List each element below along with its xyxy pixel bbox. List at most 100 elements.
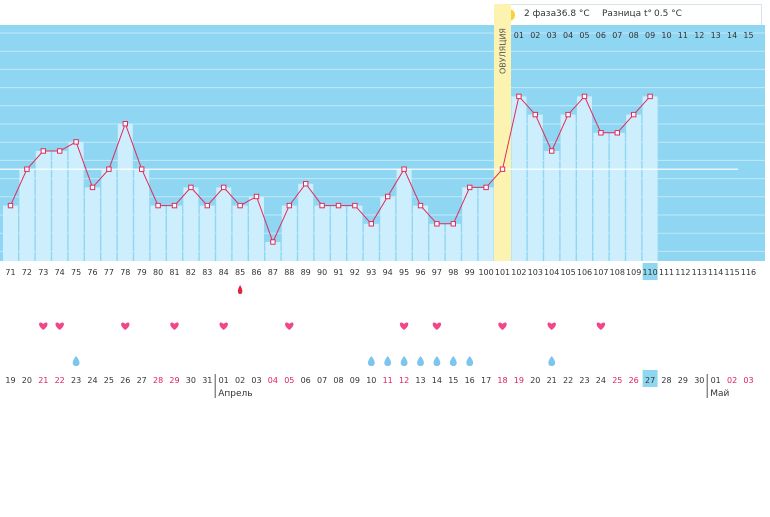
cycle-day-label: 77 <box>104 268 114 277</box>
heart-icon <box>285 322 294 330</box>
date-label: 18 <box>497 376 507 385</box>
heart-icon <box>55 322 64 330</box>
date-label: 01 <box>711 376 721 385</box>
temperature-point <box>270 239 276 245</box>
temperature-point <box>319 202 325 209</box>
temperature-column <box>117 123 133 261</box>
temperature-column <box>511 96 527 262</box>
temperature-column <box>380 196 396 261</box>
drop-icon <box>449 356 457 366</box>
temperature-column <box>167 205 182 261</box>
date-label: 08 <box>333 376 343 385</box>
date-label: 31 <box>202 376 212 385</box>
temperature-column <box>68 141 84 261</box>
temperature-point <box>647 93 653 100</box>
upper-day-label: 09 <box>645 31 655 40</box>
date-label: 17 <box>481 376 491 385</box>
temperature-column <box>216 187 232 261</box>
temperature-column <box>265 242 281 261</box>
date-label: 03 <box>743 376 753 385</box>
cycle-day-label: 104 <box>544 268 559 277</box>
cycle-day-label: 114 <box>708 268 723 277</box>
upper-day-label: 11 <box>678 31 688 40</box>
heart-icon <box>121 322 130 330</box>
temperature-column <box>462 187 478 261</box>
temperature-point <box>24 166 30 172</box>
cycle-day-label: 80 <box>153 268 163 277</box>
temperature-point <box>171 202 178 209</box>
ovulation-column <box>494 4 511 261</box>
cycle-day-label: 100 <box>478 268 493 277</box>
temperature-column <box>150 205 166 261</box>
temperature-column <box>35 151 51 261</box>
cycle-day-label: 116 <box>741 268 756 277</box>
temperature-column <box>642 96 658 262</box>
temperature-point <box>385 193 391 200</box>
date-label: 12 <box>399 376 409 385</box>
date-label: 19 <box>5 376 15 385</box>
temperature-column <box>609 132 625 261</box>
date-label: 20 <box>22 376 32 385</box>
drop-icon <box>367 356 375 366</box>
temperature-column <box>249 196 264 261</box>
temperature-point <box>565 111 571 118</box>
cycle-day-label: 103 <box>528 268 543 277</box>
temperature-column <box>347 205 363 261</box>
temperature-point <box>106 166 112 172</box>
cycle-day-label: 75 <box>71 268 81 277</box>
cycle-day-label: 96 <box>415 268 425 277</box>
temperature-column <box>413 205 428 261</box>
cycle-day-label: 83 <box>202 268 212 277</box>
temperature-column <box>527 114 543 261</box>
diff-value: 0.5 °C <box>654 9 682 19</box>
temperature-point <box>188 184 194 191</box>
upper-day-label: 13 <box>711 31 721 40</box>
cycle-day-label: 91 <box>333 268 343 277</box>
date-label: 16 <box>465 376 475 385</box>
month-label: Май <box>710 389 729 399</box>
today-cycle-cell <box>642 263 658 280</box>
temperature-column <box>331 205 346 261</box>
temperature-point <box>139 166 145 172</box>
temperature-column <box>19 169 35 261</box>
date-label: 11 <box>383 376 393 385</box>
date-label: 25 <box>612 376 622 385</box>
temperature-column <box>396 169 412 261</box>
cycle-day-label: 93 <box>366 268 376 277</box>
cycle-day-label: 97 <box>432 268 442 277</box>
temperature-point <box>204 202 211 209</box>
date-label: 14 <box>432 376 442 385</box>
temperature-point <box>303 181 309 187</box>
phase-temp: 36.8 °C <box>556 9 590 19</box>
temperature-point <box>499 166 506 172</box>
upper-day-label: 10 <box>661 31 671 40</box>
heart-icon <box>432 322 442 330</box>
date-label: 10 <box>366 376 376 385</box>
upper-day-label: 06 <box>596 31 606 40</box>
cycle-day-label: 84 <box>219 268 229 277</box>
temperature-point <box>122 121 128 127</box>
ovulation-label: ОВУЛЯЦИЯ <box>499 28 508 74</box>
date-label: 28 <box>661 376 671 385</box>
temperature-point <box>40 148 46 154</box>
heart-icon <box>170 322 179 330</box>
temperature-column <box>232 205 248 261</box>
date-label: 09 <box>350 376 360 385</box>
cycle-day-label: 112 <box>675 268 690 277</box>
today-date-cell <box>642 370 658 387</box>
cycle-day-label: 88 <box>284 268 294 277</box>
date-label: 04 <box>268 376 278 385</box>
date-label: 20 <box>530 376 540 385</box>
date-label: 03 <box>251 376 261 385</box>
cycle-day-label: 107 <box>593 268 608 277</box>
temperature-point <box>450 221 457 227</box>
date-label: 22 <box>563 376 573 385</box>
chart-background <box>0 25 765 261</box>
date-label: 30 <box>694 376 704 385</box>
temperature-point <box>286 202 293 209</box>
cycle-day-label: 113 <box>692 268 707 277</box>
temperature-column <box>298 183 314 261</box>
drop-icon <box>400 356 408 366</box>
cycle-day-label: 71 <box>5 268 15 277</box>
